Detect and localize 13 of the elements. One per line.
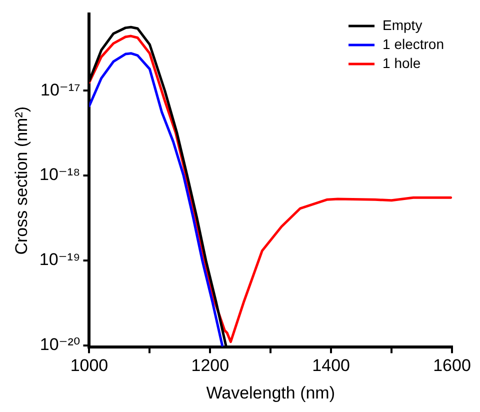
y-axis-title: Cross section (nm²) — [12, 106, 31, 255]
x-tick-label: 1400 — [312, 356, 350, 376]
y-tick-label: 10⁻²⁰ — [40, 334, 80, 354]
x-tick-label: 1200 — [191, 356, 230, 376]
x-axis-title: Wavelength (nm) — [206, 383, 336, 402]
y-tick-label: 10⁻¹⁸ — [40, 165, 80, 184]
y-tick-label: 10⁻¹⁷ — [40, 80, 80, 100]
legend-label: Empty — [382, 16, 422, 33]
legend-label: 1 electron — [382, 36, 444, 52]
y-tick-label: 10⁻¹⁹ — [39, 250, 80, 270]
x-tick-label: 1000 — [70, 356, 108, 376]
legend-label: 1 hole — [382, 54, 421, 71]
x-tick-label: 1600 — [433, 356, 471, 376]
